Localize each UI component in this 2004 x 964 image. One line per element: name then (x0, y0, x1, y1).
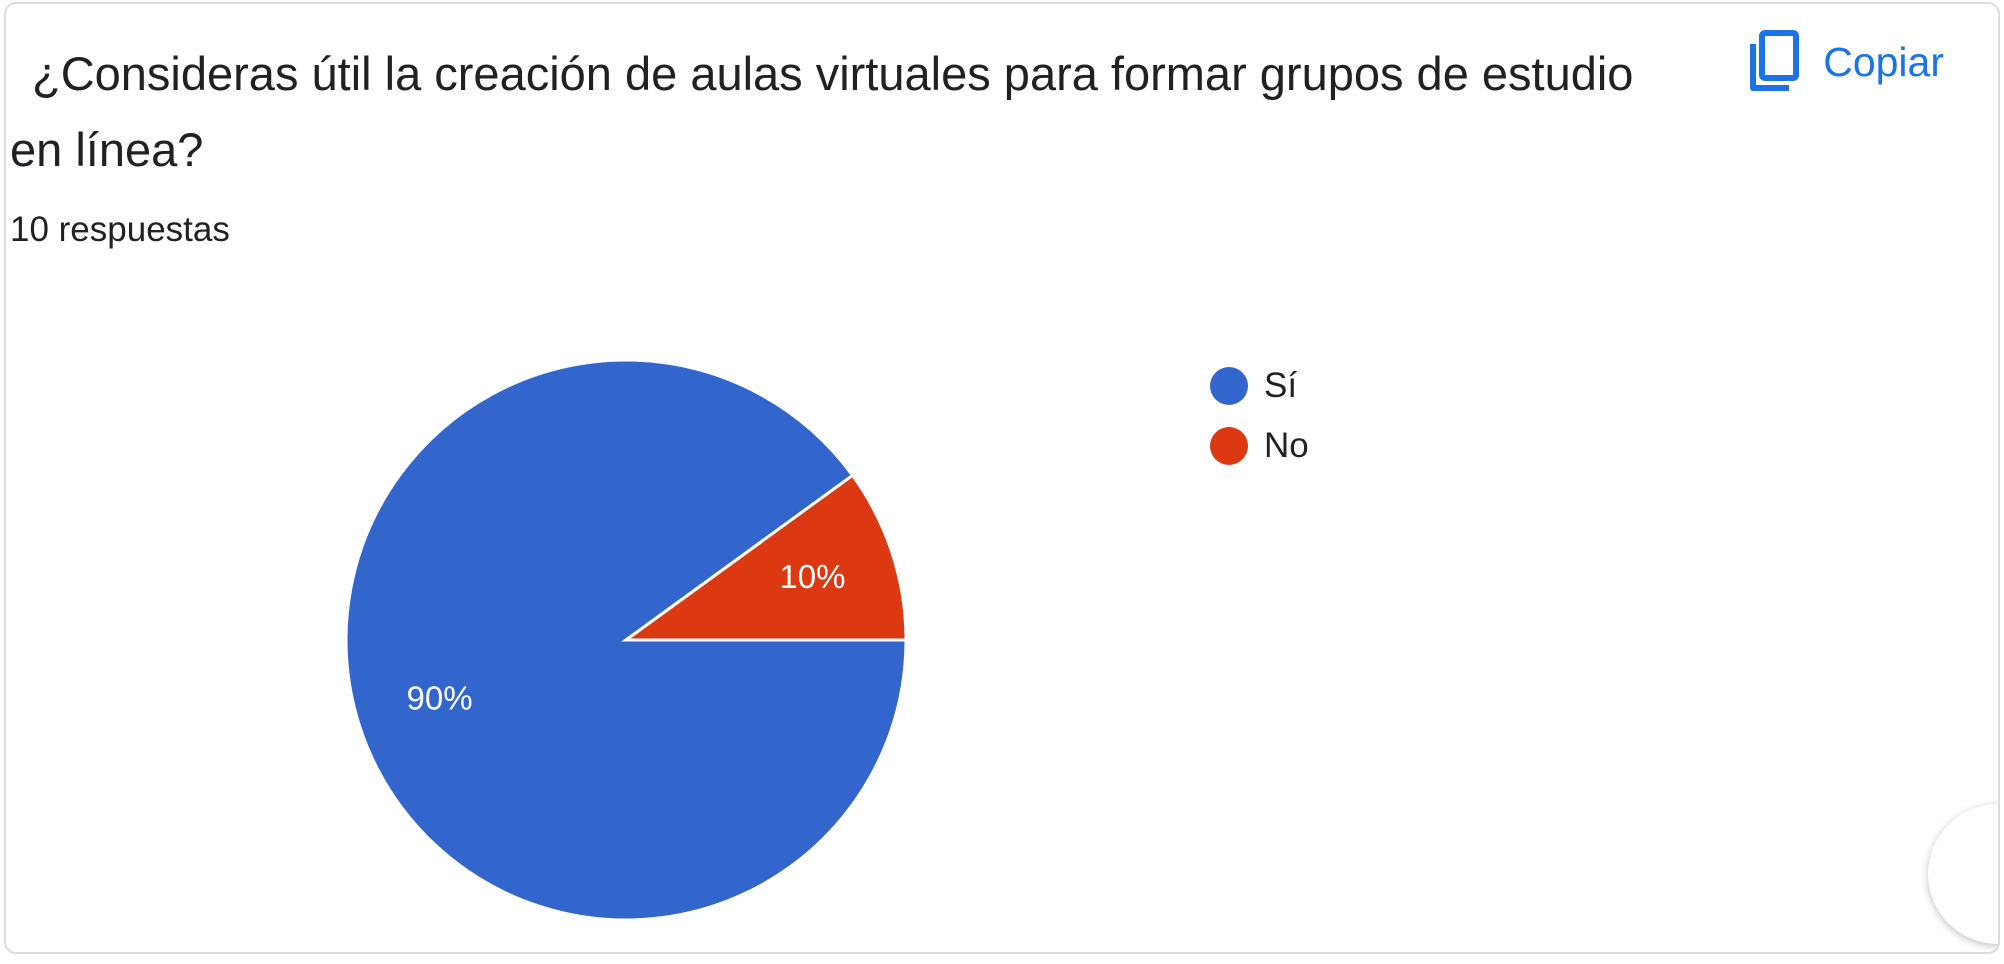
legend-label-no: No (1264, 426, 1309, 465)
legend-item-si[interactable]: Sí (1210, 356, 1309, 416)
response-count: 10 respuestas (10, 210, 230, 249)
question-card: ¿Consideras útil la creación de aulas vi… (4, 2, 2000, 954)
copy-button[interactable]: Copiar (1745, 24, 1944, 100)
pie-label-no: 10% (779, 558, 845, 595)
chart-legend: Sí No (1210, 356, 1309, 476)
copy-icon (1745, 30, 1801, 94)
legend-label-si: Sí (1264, 366, 1298, 405)
legend-marker-no (1210, 427, 1248, 465)
pie-slice-no[interactable] (621, 473, 908, 642)
legend-marker-si (1210, 367, 1248, 405)
copy-label: Copiar (1823, 39, 1944, 85)
legend-item-no[interactable]: No (1210, 416, 1309, 476)
pie-chart: 90% 10% (344, 358, 908, 922)
question-title: ¿Consideras útil la creación de aulas vi… (10, 47, 1634, 176)
pie-label-si: 90% (407, 679, 473, 716)
